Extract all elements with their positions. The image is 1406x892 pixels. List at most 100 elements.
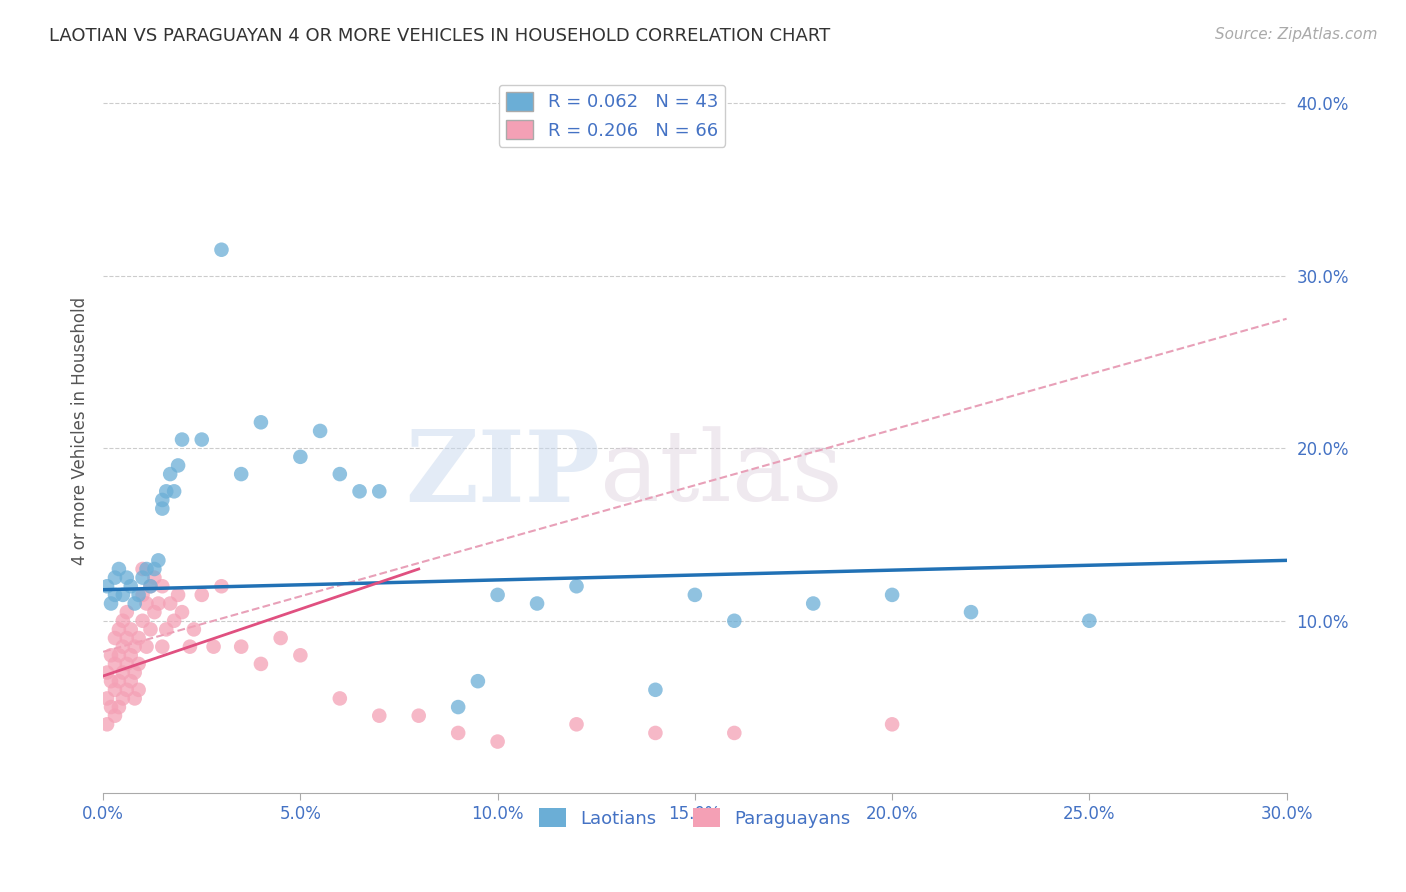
Point [108,623,131,637]
Point [882,588,904,602]
Legend: Laotians, Paraguayans: Laotians, Paraguayans [531,801,858,835]
Point [96,717,118,731]
Point [115,605,138,619]
Point [135,597,157,611]
Point [124,597,146,611]
Point [128,631,150,645]
Point [139,623,162,637]
Point [179,640,201,654]
Point [148,597,170,611]
Point [683,588,706,602]
Point [104,571,127,585]
Point [150,640,173,654]
Point [231,640,253,654]
Point [131,588,153,602]
Point [104,588,127,602]
Point [100,700,122,714]
Point [882,717,904,731]
Point [167,458,190,473]
Point [349,484,371,499]
Point [368,708,391,723]
Point [163,484,186,499]
Point [202,640,225,654]
Point [155,484,177,499]
Point [159,597,181,611]
Point [190,588,212,602]
Point [111,640,134,654]
Point [111,665,134,680]
Point [100,597,122,611]
Point [250,657,273,671]
Point [104,657,127,671]
Point [143,571,166,585]
Point [526,597,548,611]
Point [128,657,150,671]
Point [108,700,131,714]
Point [96,665,118,680]
Point [115,631,138,645]
Point [290,648,312,663]
Point [211,579,233,593]
Point [111,588,134,602]
Point [183,623,205,637]
Point [115,657,138,671]
Point [120,674,142,689]
Point [309,424,332,438]
Point [100,674,122,689]
Point [329,691,352,706]
Point [120,648,142,663]
Point [96,691,118,706]
Y-axis label: 4 or more Vehicles in Household: 4 or more Vehicles in Household [72,297,89,565]
Point [723,726,745,740]
Point [120,579,142,593]
Point [250,415,273,429]
Point [115,682,138,697]
Point [159,467,181,481]
Point [131,571,153,585]
Point [104,708,127,723]
Point [486,588,509,602]
Point [190,433,212,447]
Point [211,243,233,257]
Point [290,450,312,464]
Point [467,674,489,689]
Point [120,623,142,637]
Point [231,467,253,481]
Point [801,597,824,611]
Point [368,484,391,499]
Point [329,467,352,481]
Point [128,588,150,602]
Point [723,614,745,628]
Point [155,623,177,637]
Point [170,605,193,619]
Point [170,433,193,447]
Point [111,691,134,706]
Point [104,682,127,697]
Point [111,614,134,628]
Text: ZIP: ZIP [405,425,600,523]
Point [100,648,122,663]
Point [150,579,173,593]
Point [108,674,131,689]
Point [1078,614,1101,628]
Point [644,726,666,740]
Point [447,700,470,714]
Point [135,640,157,654]
Point [960,605,983,619]
Point [167,588,190,602]
Point [108,562,131,576]
Point [128,682,150,697]
Point [644,682,666,697]
Text: LAOTIAN VS PARAGUAYAN 4 OR MORE VEHICLES IN HOUSEHOLD CORRELATION CHART: LAOTIAN VS PARAGUAYAN 4 OR MORE VEHICLES… [49,27,831,45]
Point [270,631,292,645]
Point [148,553,170,567]
Text: atlas: atlas [600,426,844,523]
Point [135,562,157,576]
Point [565,717,588,731]
Point [139,579,162,593]
Point [163,614,186,628]
Point [104,631,127,645]
Point [143,605,166,619]
Point [124,665,146,680]
Point [115,571,138,585]
